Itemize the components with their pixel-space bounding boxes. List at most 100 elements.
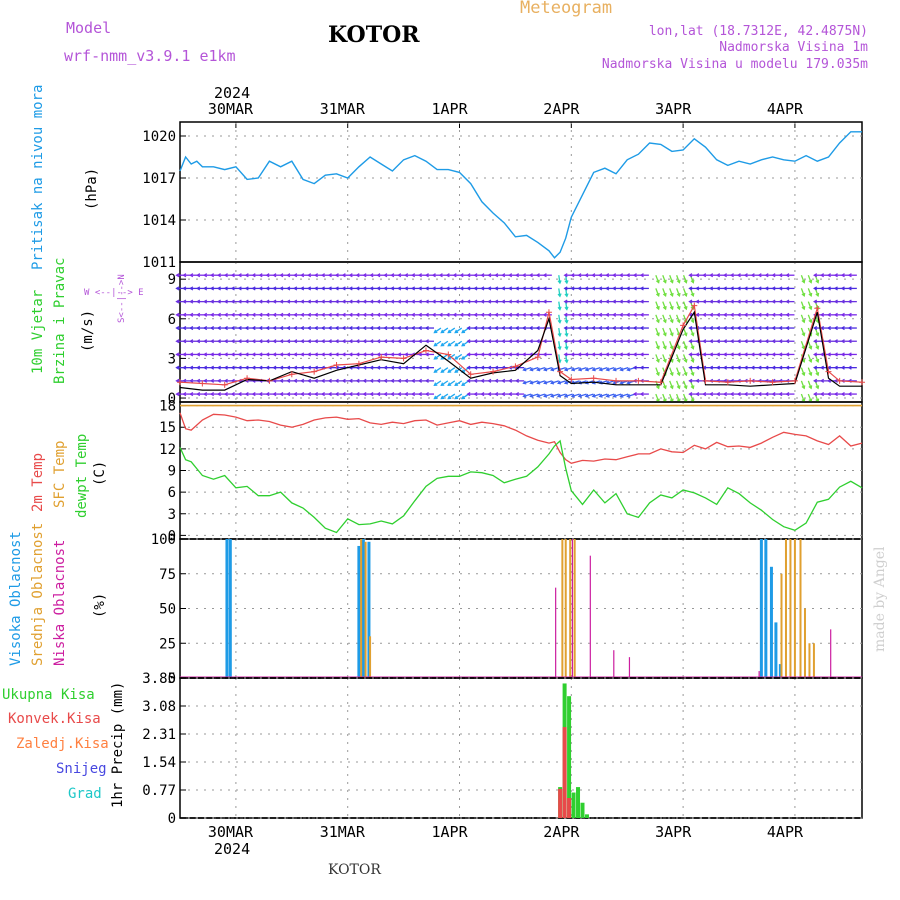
wind-arrow-head	[757, 339, 762, 344]
wind-arrow-head	[690, 292, 695, 297]
wind-arrow-head	[494, 378, 499, 383]
wind-arrow-head	[528, 273, 533, 278]
pressure-label: Pritisak na nivou mora	[30, 84, 46, 270]
wind-gust-marker	[702, 377, 709, 384]
wind-arrow-head	[376, 352, 381, 357]
wind-arrow	[655, 341, 660, 349]
wind-unit: (m/s)	[80, 309, 96, 352]
wind-arrow-head	[521, 286, 526, 291]
wind-arrow-head	[230, 286, 235, 291]
wind-gust-marker	[825, 368, 832, 375]
wind-arrow	[433, 327, 442, 334]
wind-arrow-head	[688, 352, 693, 357]
wind-arrow-head	[508, 312, 513, 317]
wind-arrow-head	[736, 352, 741, 357]
wind-arrow-head	[286, 312, 291, 317]
cloud-bar	[759, 539, 763, 678]
wind-arrow	[447, 327, 456, 334]
wind-arrow-head	[293, 365, 298, 370]
wind-arrow-head	[216, 378, 221, 383]
wind-arrow-head	[320, 392, 325, 397]
wind-arrow-head	[535, 286, 540, 291]
wind-arrow-head	[528, 286, 533, 291]
precip-bar	[580, 802, 585, 818]
wind-arrow-head	[833, 312, 838, 317]
temperature-ytick-label: 3	[168, 507, 176, 523]
wind-arrow-head	[216, 339, 221, 344]
wind-arrow-head	[514, 392, 520, 397]
cloud-bar	[789, 539, 792, 678]
wind-arrow	[564, 367, 573, 371]
wind-arrow-head	[244, 299, 249, 304]
wind-arrow-head	[244, 273, 249, 278]
wind-arrow-head	[688, 378, 693, 383]
wind-arrow-head	[313, 286, 318, 291]
wind-arrow	[655, 367, 660, 376]
wind-arrow-head	[279, 339, 284, 344]
wind-arrow-head	[521, 325, 526, 331]
wind-arrow-head	[729, 299, 734, 304]
wind-arrow-head	[702, 339, 707, 344]
wind-arrow-head	[669, 292, 674, 297]
wind-arrow-head	[466, 325, 471, 331]
wind-arrow-head	[307, 365, 312, 370]
wind-arrow-head	[563, 273, 568, 278]
wind-arrow-head	[404, 312, 409, 317]
wind-arrow-head	[440, 395, 445, 400]
wind-arrow-head	[715, 339, 721, 344]
wind-arrow-head	[258, 325, 263, 331]
wind-arrow-head	[327, 392, 332, 397]
wind-arrow-head	[736, 325, 741, 331]
wind-arrow-head	[536, 367, 541, 372]
wind-arrow-head	[230, 365, 235, 370]
wind-arrow-head	[625, 339, 630, 344]
wind-arrow-head	[175, 339, 180, 344]
wind-arrow	[585, 393, 594, 398]
wind-arrow-head	[431, 312, 436, 317]
wind-arrow-head	[440, 369, 445, 373]
wind-arrow	[523, 367, 532, 371]
wind-arrow-head	[223, 392, 228, 397]
wind-arrow	[800, 314, 805, 323]
wind-arrow	[800, 341, 805, 349]
wind-arrow-head	[431, 299, 436, 304]
wind-arrow-head	[454, 355, 459, 360]
wind-gust-marker	[311, 368, 318, 375]
wind-arrow-head	[494, 273, 499, 278]
wind-arrow-head	[417, 365, 422, 370]
wind-arrow-head	[355, 352, 360, 357]
wind-arrow-head	[785, 352, 790, 357]
wind-arrow-head	[826, 325, 831, 331]
wind-arrow-head	[690, 279, 695, 284]
cloud-bar	[564, 539, 567, 678]
wind-arrow-head	[550, 367, 555, 372]
wind-arrow	[571, 393, 580, 398]
wind-arrow-head	[722, 312, 727, 317]
wind-gust-marker	[859, 379, 865, 386]
cloud-bar	[764, 539, 768, 678]
wind-arrow-head	[182, 392, 187, 397]
wind-arrow-head	[847, 312, 852, 317]
wind-arrow-head	[605, 286, 610, 291]
wind-arrow-head	[209, 273, 215, 278]
wind-arrow-head	[722, 352, 727, 357]
wind-arrow-head	[801, 306, 806, 311]
wind-arrow-head	[473, 299, 478, 304]
wind-arrow	[530, 367, 539, 371]
wind-arrow-head	[750, 273, 755, 278]
wind-arrow-head	[612, 367, 617, 372]
wind-arrow	[585, 367, 594, 371]
wind-arrow-head	[625, 299, 630, 304]
wind-arrow	[669, 301, 674, 310]
wind-ytick-label: 0	[168, 391, 176, 407]
wind-arrow-head	[840, 392, 845, 397]
wind-arrow	[447, 367, 456, 373]
wind-arrow-head	[265, 392, 270, 397]
wind-arrow-head	[808, 292, 813, 297]
wind-arrow-head	[397, 299, 402, 304]
wind-arrow-head	[771, 352, 776, 357]
wind-arrow-head	[334, 273, 339, 278]
cloud-bar	[561, 539, 564, 678]
wind-arrow-head	[272, 286, 277, 291]
wind-arrow-head	[223, 339, 228, 344]
